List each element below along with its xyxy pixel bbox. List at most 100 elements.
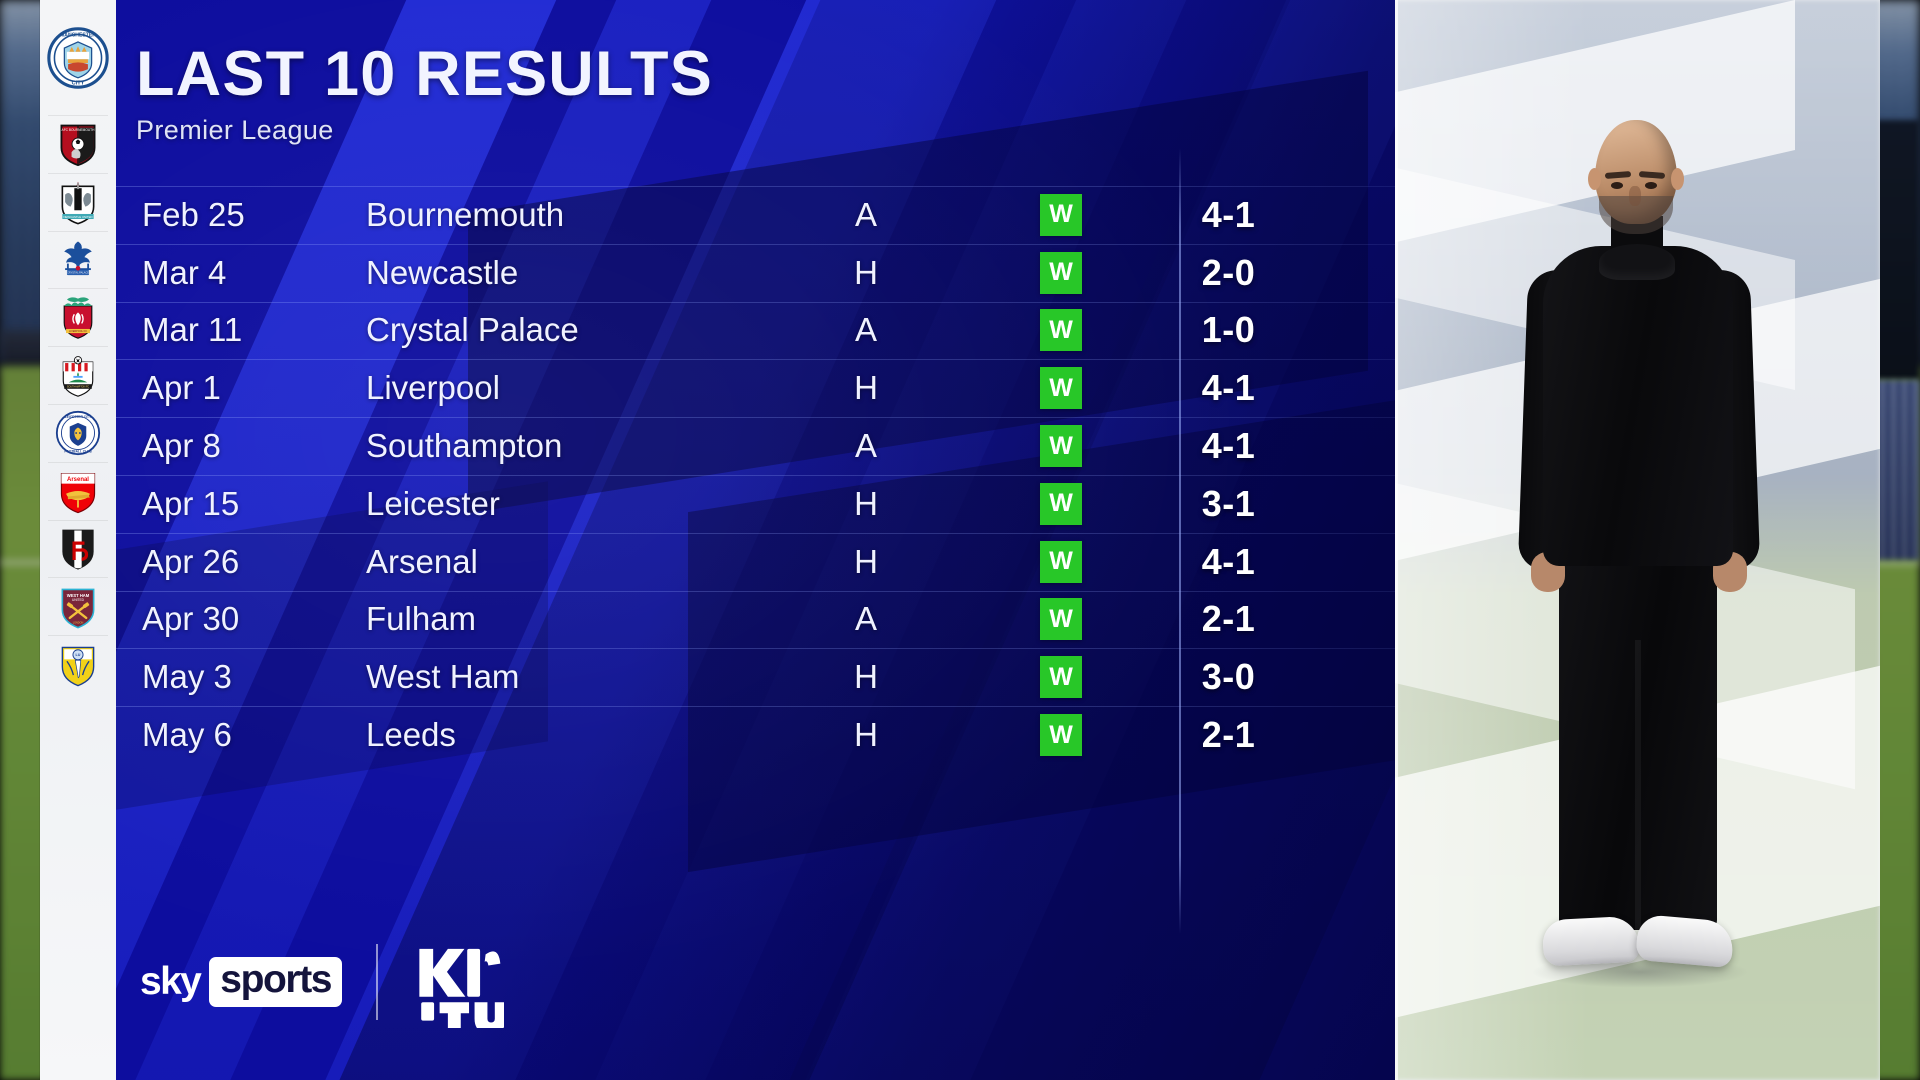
bournemouth-crest-icon: AFC BOURNEMOUTH xyxy=(60,124,96,167)
beard xyxy=(1599,196,1673,234)
result-badge: W xyxy=(1040,656,1082,699)
result-score: 4-1 xyxy=(1201,425,1256,467)
result-score: 3-0 xyxy=(1201,656,1256,698)
column-divider xyxy=(1179,148,1181,934)
results-panel: LAST 10 RESULTS Premier League Feb 25 Bou… xyxy=(116,0,1395,1080)
sidebar-item-southampton[interactable]: SOUTHAMPTON FC xyxy=(40,346,116,404)
result-venue: A xyxy=(854,195,877,233)
result-opponent: Leicester xyxy=(366,484,500,522)
result-badge-cell: W xyxy=(986,714,1136,757)
table-row[interactable]: May 6 Leeds H W 2-1 xyxy=(116,706,1395,764)
result-venue: H xyxy=(854,658,878,696)
svg-text:LIVERPOOL FC: LIVERPOOL FC xyxy=(69,330,87,333)
result-badge: W xyxy=(1040,309,1082,352)
svg-text:AFC BOURNEMOUTH: AFC BOURNEMOUTH xyxy=(62,128,96,132)
svg-text:CRYSTAL PALACE: CRYSTAL PALACE xyxy=(67,271,89,275)
result-date: Apr 8 xyxy=(142,427,221,465)
sidebar-item-fulham[interactable] xyxy=(40,519,116,578)
svg-text:SOUTHAMPTON FC: SOUTHAMPTON FC xyxy=(67,386,90,389)
sidebar-item-newcastle[interactable]: NEWCASTLE UNITED xyxy=(40,172,116,231)
table-row[interactable]: Feb 25 Bournemouth A W 4-1 xyxy=(116,186,1395,244)
kick-it-out-logo-icon xyxy=(419,948,505,1028)
result-score: 1-0 xyxy=(1201,309,1256,351)
sports-wordmark: sports xyxy=(209,957,343,1007)
result-opponent: Liverpool xyxy=(366,369,500,407)
table-row[interactable]: Apr 26 Arsenal H W 4-1 xyxy=(116,532,1395,591)
newcastle-crest-icon: NEWCASTLE UNITED xyxy=(61,181,95,225)
svg-text:LU: LU xyxy=(76,653,81,657)
result-venue: A xyxy=(854,311,877,349)
southampton-crest-icon: SOUTHAMPTON FC xyxy=(62,356,94,397)
result-badge-cell: W xyxy=(986,540,1136,583)
result-opponent: Newcastle xyxy=(366,253,519,291)
table-row[interactable]: Apr 15 Leicester H W 3-1 xyxy=(116,474,1395,533)
panel-left-edge xyxy=(1395,0,1398,1080)
sidebar-item-crystal-palace[interactable]: CRYSTAL PALACE xyxy=(40,230,116,289)
result-badge: W xyxy=(1040,367,1082,410)
result-date: Mar 4 xyxy=(142,253,227,291)
result-badge: W xyxy=(1040,598,1082,641)
sidebar-item-arsenal[interactable]: Arsenal xyxy=(40,461,116,520)
arsenal-crest-icon: Arsenal xyxy=(60,472,96,513)
panel-header: LAST 10 RESULTS Premier League xyxy=(136,42,713,146)
leicester-crest-icon: LEICESTER CITY FOOTBALL CLUB xyxy=(55,410,101,455)
result-badge-cell: W xyxy=(986,425,1136,468)
sidebar-item-leeds[interactable]: LU xyxy=(40,635,116,693)
result-badge: W xyxy=(1040,482,1082,525)
result-date: Mar 11 xyxy=(142,311,243,349)
logo-separator xyxy=(376,944,379,1020)
result-date: May 3 xyxy=(142,658,232,696)
result-date: Feb 25 xyxy=(142,195,245,233)
result-date: Apr 30 xyxy=(142,600,240,638)
manager-panel xyxy=(1395,0,1880,1080)
result-venue: H xyxy=(854,253,878,291)
sidebar-item-west-ham[interactable]: WEST HAM UNITED LONDON xyxy=(40,577,116,635)
result-badge-cell: W xyxy=(986,656,1136,699)
leeds-crest-icon: LU xyxy=(61,646,95,687)
table-row[interactable]: Apr 1 Liverpool H W 4-1 xyxy=(116,359,1395,417)
result-venue: H xyxy=(854,542,878,580)
result-opponent: Fulham xyxy=(366,600,477,638)
page-subtitle: Premier League xyxy=(136,115,334,146)
table-row[interactable]: Mar 4 Newcastle H W 2-0 xyxy=(116,243,1395,302)
result-badge: W xyxy=(1040,540,1082,583)
sidebar-item-leicester[interactable]: LEICESTER CITY FOOTBALL CLUB xyxy=(40,403,116,462)
svg-text:WEST HAM: WEST HAM xyxy=(67,593,90,598)
result-score: 3-1 xyxy=(1201,482,1256,524)
svg-text:Arsenal: Arsenal xyxy=(67,477,89,483)
result-badge-cell: W xyxy=(986,251,1136,294)
result-venue: A xyxy=(854,427,877,465)
result-venue: H xyxy=(854,369,878,407)
sidebar-item-manchester-city[interactable]: MANCHESTER CITY xyxy=(40,0,116,115)
sidebar-item-bournemouth[interactable]: AFC BOURNEMOUTH xyxy=(40,115,116,173)
result-badge-cell: W xyxy=(986,367,1136,410)
result-opponent: Bournemouth xyxy=(366,195,565,233)
liverpool-crest-icon: LIVERPOOL FC xyxy=(63,297,93,340)
figure-shadow xyxy=(1531,956,1749,988)
fulham-crest-icon xyxy=(62,530,94,571)
sidebar-item-liverpool[interactable]: LIVERPOOL FC xyxy=(40,288,116,346)
svg-text:LEICESTER CITY: LEICESTER CITY xyxy=(65,415,92,419)
result-venue: H xyxy=(854,716,878,754)
result-score: 4-1 xyxy=(1201,540,1256,582)
svg-text:NEWCASTLE UNITED: NEWCASTLE UNITED xyxy=(63,215,92,219)
panel-shading xyxy=(116,0,1395,1080)
panel-vignette xyxy=(116,0,1395,1080)
table-row[interactable]: Apr 8 Southampton A W 4-1 xyxy=(116,417,1395,475)
result-opponent: Southampton xyxy=(366,427,563,465)
table-row[interactable]: Apr 30 Fulham A W 2-1 xyxy=(116,590,1395,649)
svg-text:CITY: CITY xyxy=(72,80,85,86)
turtleneck-collar xyxy=(1599,244,1675,280)
table-row[interactable]: May 3 West Ham H W 3-0 xyxy=(116,648,1395,706)
result-venue: A xyxy=(854,600,877,638)
result-badge-cell: W xyxy=(986,482,1136,525)
result-badge-cell: W xyxy=(986,598,1136,641)
svg-text:FOOTBALL CLUB: FOOTBALL CLUB xyxy=(64,449,92,453)
manager-figure xyxy=(1487,120,1787,1080)
table-row[interactable]: Mar 11 Crystal Palace A W 1-0 xyxy=(116,301,1395,360)
torso xyxy=(1543,246,1733,566)
result-date: Apr 26 xyxy=(142,542,240,580)
page-title: LAST 10 RESULTS xyxy=(136,39,713,109)
result-date: May 6 xyxy=(142,716,232,754)
